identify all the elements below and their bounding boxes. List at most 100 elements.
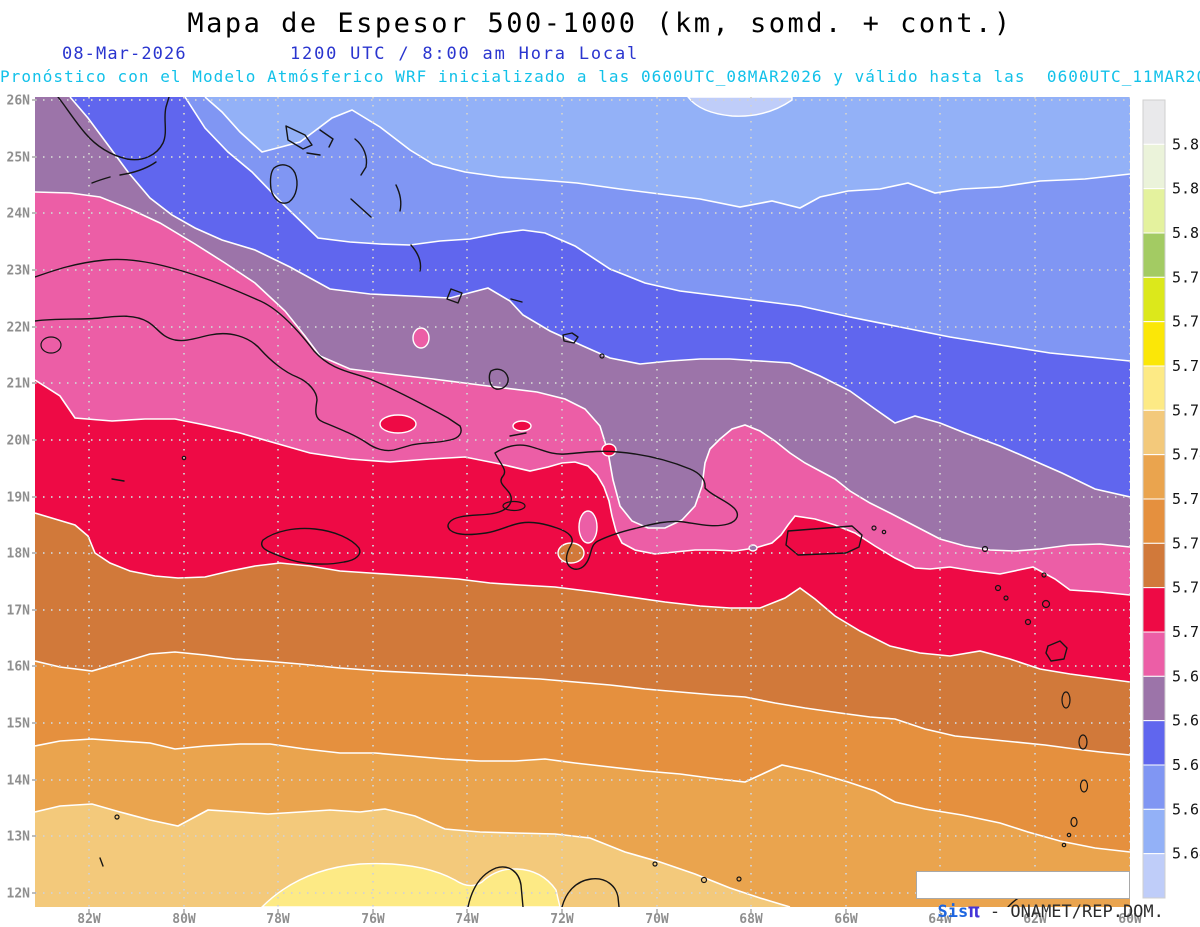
patch-red-spot-a	[379, 414, 417, 434]
colorbar-label-5.795: 5.795	[1172, 268, 1200, 286]
attribution-text: - ONAMET/REP.DOM.	[979, 902, 1164, 922]
band-fill-5.748	[35, 804, 790, 907]
coastline-layer	[35, 97, 1104, 907]
coastline-5	[306, 152, 321, 156]
patch-red-spot-b	[512, 420, 532, 432]
colorbar-label-5.819: 5.819	[1172, 180, 1200, 198]
lat-label-18N: 18N	[7, 547, 31, 562]
island-dot-7	[1041, 572, 1047, 578]
contour-5.724	[35, 651, 1130, 756]
forecast-time: 1200 UTC / 8:00 am Hora Local	[290, 44, 640, 64]
coastline-19	[785, 525, 863, 556]
colorbar-frame	[1142, 99, 1166, 899]
colorbar-segment-8	[1142, 454, 1166, 500]
island-dot-14	[114, 814, 120, 820]
lon-label-62W: 62W	[1023, 912, 1047, 927]
coastline-4	[269, 164, 298, 204]
colorbar-label-5.748: 5.748	[1172, 446, 1200, 464]
colorbar-segment-1	[1142, 143, 1166, 190]
lon-label-66W: 66W	[834, 912, 858, 927]
attribution-brand: Sis	[937, 902, 969, 922]
contour-5.652	[204, 97, 1130, 209]
coastline-15	[111, 478, 125, 482]
colorbar-label-5.783: 5.783	[1172, 313, 1200, 331]
coastline-9	[410, 244, 422, 272]
colorbar-label-5.76: 5.76	[1172, 401, 1200, 419]
island-dot-15	[652, 861, 658, 867]
colorbar-segment-16	[1142, 808, 1166, 855]
coastline-13	[562, 332, 579, 344]
lon-label-80W: 80W	[172, 912, 196, 927]
lon-label-78W: 78W	[266, 912, 290, 927]
colorbar-segment-9	[1142, 498, 1166, 544]
island-dot-2	[871, 525, 877, 531]
coastline-16	[260, 527, 361, 565]
lat-label-22N: 22N	[7, 321, 31, 336]
colorbar-segment-2	[1142, 188, 1166, 234]
lon-label-72W: 72W	[550, 912, 574, 927]
colorbar-segment-3	[1142, 232, 1166, 278]
coastline-14	[35, 258, 462, 452]
island-dot-5	[994, 584, 1002, 592]
colorbar-label-5.831: 5.831	[1172, 135, 1200, 153]
contour-5.712	[35, 512, 1130, 683]
colorbar-label-5.688: 5.688	[1172, 667, 1200, 685]
coastline-8	[350, 198, 372, 218]
island-2	[1079, 779, 1089, 793]
lat-label-21N: 21N	[7, 377, 31, 392]
contour-5.736	[35, 738, 1130, 853]
colorbar: 5.831 5.819 5.807 5.795 5.783 5.772 5.76 5.748 5…	[1142, 99, 1200, 899]
island-dot-1	[181, 455, 187, 461]
contour-5.676	[69, 97, 1130, 498]
colorbar-segment-5	[1142, 321, 1166, 367]
coastline-10	[446, 288, 463, 304]
lon-label-64W: 64W	[928, 912, 952, 927]
colorbar-segment-14	[1142, 720, 1166, 766]
colorbar-segment-12	[1142, 631, 1166, 677]
colorbar-segment-10	[1142, 542, 1166, 589]
colorbar-segment-17	[1142, 853, 1166, 899]
coastline-20	[1045, 640, 1068, 662]
contour-5.688	[35, 191, 1130, 552]
contour-5.7	[35, 379, 1130, 596]
attribution-box: Sisπ - ONAMET/REP.DOM.	[916, 871, 1164, 922]
colorbar-segment-15	[1142, 764, 1166, 810]
colorbar-segment-11	[1142, 587, 1166, 633]
island-dot-0	[599, 353, 605, 359]
island-dot-4	[981, 545, 989, 553]
forecast-date: 08-Mar-2026	[62, 44, 187, 64]
lat-label-15N: 15N	[7, 717, 31, 732]
island-dot-17	[736, 876, 742, 882]
page-title: Mapa de Espesor 500-1000 (km, somd. + co…	[187, 8, 1013, 39]
colorbar-segment-6	[1142, 365, 1166, 411]
island-dot-16	[700, 876, 708, 884]
island-dot-8	[1041, 599, 1051, 609]
lat-label-25N: 25N	[7, 151, 31, 166]
coastline-21	[467, 866, 524, 907]
colorbar-label-5.652: 5.652	[1172, 800, 1200, 818]
colorbar-segment-7	[1142, 409, 1166, 456]
colorbar-label-5.724: 5.724	[1172, 534, 1200, 552]
coastline-12	[488, 368, 509, 390]
patch-below-5.64-pool	[687, 97, 793, 117]
lat-label-24N: 24N	[7, 207, 31, 222]
lon-label-76W: 76W	[361, 912, 385, 927]
lat-label-23N: 23N	[7, 264, 31, 279]
coastline-17	[447, 444, 739, 570]
coastline-18	[509, 432, 527, 437]
coastline-6	[354, 138, 368, 176]
lat-label-19N: 19N	[7, 491, 31, 506]
lat-label-12N: 12N	[7, 887, 31, 902]
coastline-3	[319, 129, 334, 148]
patch-red-spot-c	[601, 443, 617, 457]
colorbar-segment-4	[1142, 276, 1166, 323]
lat-label-26N: 26N	[7, 94, 31, 109]
lat-label-13N: 13N	[7, 830, 31, 845]
lon-label-60W: 60W	[1118, 912, 1142, 927]
lat-label-20N: 20N	[7, 434, 31, 449]
colorbar-label-5.807: 5.807	[1172, 224, 1200, 242]
attribution-pi-logo: π	[968, 900, 980, 922]
model-run-info: Pronóstico con el Modelo Atmósferico WRF…	[0, 67, 1200, 86]
island-3	[1070, 816, 1078, 828]
